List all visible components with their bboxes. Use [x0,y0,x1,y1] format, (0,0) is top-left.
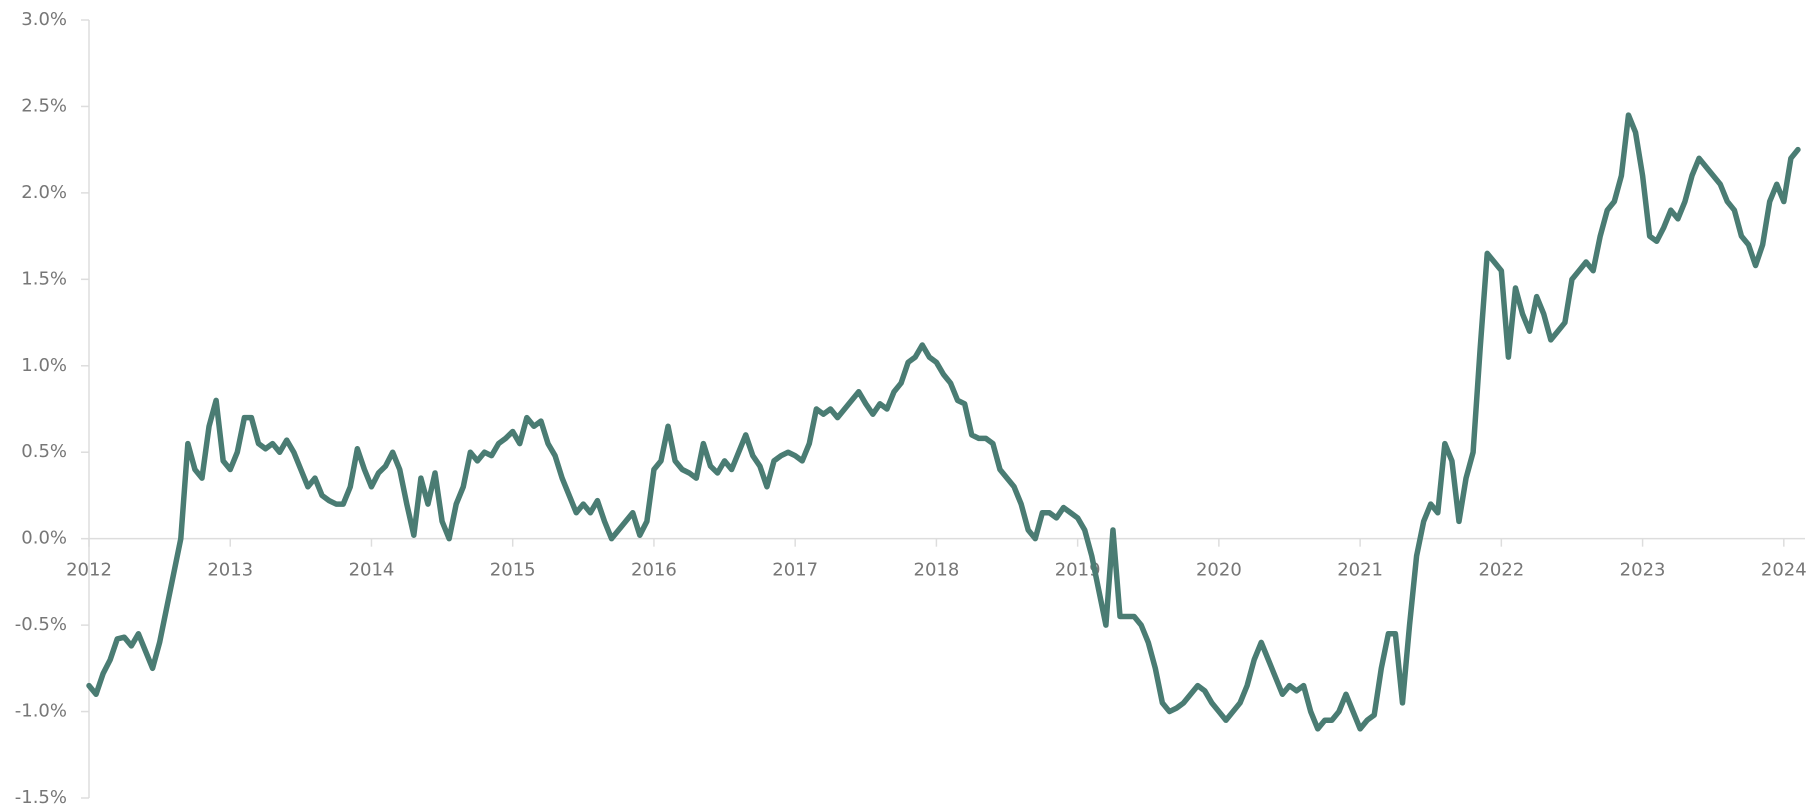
x-tick-label: 2020 [1196,560,1242,581]
y-tick-label: 3.0% [21,9,67,30]
y-tick-label: -0.5% [15,614,67,635]
x-tick-label: 2016 [631,560,677,581]
x-tick-label: 2018 [914,560,960,581]
x-tick-label: 2023 [1620,560,1666,581]
x-tick-label: 2022 [1478,560,1524,581]
y-tick-label: 2.0% [21,182,67,203]
y-tick-label: -1.0% [15,701,67,722]
data-line [86,112,1801,732]
x-tick-label: 2015 [490,560,536,581]
y-tick-label: -1.5% [15,787,67,806]
x-tick-label: 2012 [66,560,112,581]
x-tick-label: 2013 [207,560,253,581]
x-tick-label: 2014 [349,560,395,581]
y-tick-label: 1.5% [21,268,67,289]
x-tick-label: 2021 [1337,560,1383,581]
y-tick-label: 0.0% [21,528,67,549]
x-tick-label: 2017 [772,560,818,581]
y-tick-label: 2.5% [21,95,67,116]
y-tick-label: 0.5% [21,441,67,462]
x-tick-label: 2024 [1761,560,1807,581]
y-tick-label: 1.0% [21,355,67,376]
x-tick-label: 2019 [1055,560,1101,581]
